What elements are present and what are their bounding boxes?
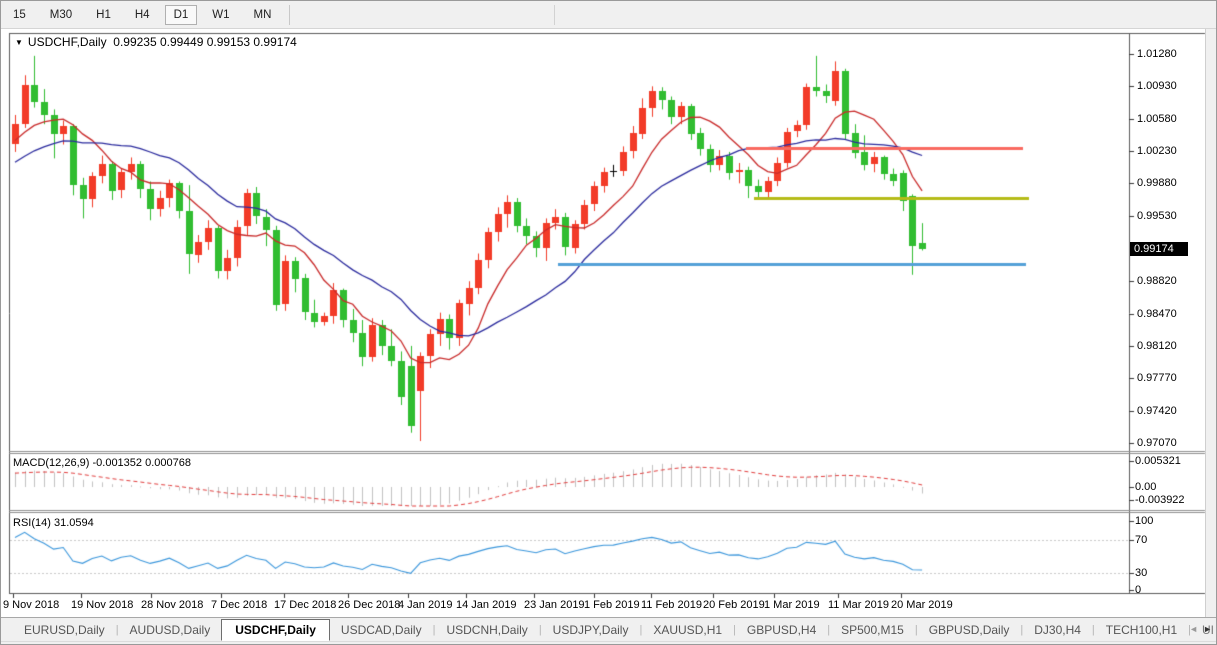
tab-separator: | <box>914 623 918 636</box>
price-axis-label: 1.01280 <box>1137 48 1177 60</box>
tab-ui-partial[interactable]: UI <box>1202 622 1215 637</box>
rsi-axis-label: 30 <box>1135 567 1148 579</box>
current-price-badge: 0.99174 <box>1130 242 1188 256</box>
date-axis-label: 14 Jan 2019 <box>456 599 517 611</box>
macd-values: -0.001352 0.000768 <box>92 457 191 469</box>
tab-separator: | <box>1091 623 1095 636</box>
date-axis-label: 1 Mar 2019 <box>764 599 820 611</box>
date-axis-label: 26 Dec 2018 <box>338 599 401 611</box>
tab-tech100-h1[interactable]: TECH100,H1 <box>1105 622 1178 637</box>
chart-tabs-bar: EURUSD,Daily | AUDUSD,Daily USDCHF,Daily … <box>1 617 1216 641</box>
tab-usdcnh-daily[interactable]: USDCNH,Daily <box>446 622 528 637</box>
price-axis-label: 0.98470 <box>1137 307 1177 320</box>
tf-w1-button[interactable]: W1 <box>203 5 238 25</box>
tf-h1-button[interactable]: H1 <box>87 5 120 25</box>
rsi-name: RSI(14) <box>13 517 51 529</box>
price-axis-label: 0.99880 <box>1137 177 1177 190</box>
rsi-axis-label: 100 <box>1135 515 1154 527</box>
date-axis-label: 28 Nov 2018 <box>141 599 204 611</box>
toolbar-separator <box>289 4 291 25</box>
price-axis-label: 0.97070 <box>1137 436 1177 449</box>
tf-mn-button[interactable]: MN <box>245 5 281 25</box>
tf-m30-button[interactable]: M30 <box>41 5 81 25</box>
macd-axis-label: -0.003922 <box>1135 494 1185 506</box>
price-axis-label: 0.97420 <box>1137 404 1177 417</box>
tab-gbpusd-h4[interactable]: GBPUSD,H4 <box>746 622 817 637</box>
tab-xauusd-h1[interactable]: XAUUSD,H1 <box>653 622 723 637</box>
rsi-value: 31.0594 <box>53 517 94 529</box>
rsi-axis-label: 0 <box>1135 584 1142 596</box>
price-axis-label: 0.98820 <box>1137 275 1177 288</box>
macd-label: MACD(12,26,9) -0.001352 0.000768 <box>13 457 191 469</box>
tf-d1-button[interactable]: D1 <box>164 4 198 25</box>
chart-region: ▼ USDCHF,Daily 0.99235 0.99449 0.99153 0.… <box>1 29 1216 617</box>
tab-scroll-left-icon[interactable]: ◄ <box>1189 624 1199 634</box>
tab-separator: | <box>1020 623 1024 636</box>
symbol-dropdown-icon[interactable]: ▼ <box>15 38 23 47</box>
price-axis-label: 1.00930 <box>1137 80 1177 93</box>
date-axis-label: 1 Feb 2019 <box>584 599 640 611</box>
date-axis-label: 11 Mar 2019 <box>828 599 889 611</box>
date-axis-label: 20 Feb 2019 <box>703 599 765 611</box>
tab-separator: | <box>115 623 119 636</box>
tab-separator: | <box>1188 623 1192 636</box>
tab-separator: | <box>432 623 436 636</box>
price-axis-label: 1.00580 <box>1137 112 1177 125</box>
price-chart-canvas[interactable] <box>1 29 1216 617</box>
tab-scroll-right-icon[interactable]: ► <box>1203 624 1212 634</box>
date-axis-label: 19 Nov 2018 <box>71 599 134 611</box>
chart-ohlc-values: 0.99235 0.99449 0.99153 0.99174 <box>113 35 297 49</box>
tab-dj30-h4[interactable]: DJ30,H4 <box>1034 622 1081 637</box>
macd-name: MACD(12,26,9) <box>13 457 90 469</box>
status-bar <box>1 641 1216 644</box>
tab-usdcad-daily[interactable]: USDCAD,Daily <box>340 622 422 637</box>
tab-scroll-arrows: ◄ ► <box>1189 624 1212 634</box>
tab-usdchf-daily[interactable]: USDCHF,Daily <box>221 618 330 641</box>
tf-m15-button[interactable]: 15 <box>4 5 35 25</box>
rsi-label: RSI(14) 31.0594 <box>13 517 94 529</box>
toolbar-separator <box>554 5 555 25</box>
chart-title-row: ▼ USDCHF,Daily 0.99235 0.99449 0.99153 0.… <box>15 35 297 49</box>
date-axis-label: 11 Feb 2019 <box>641 599 702 611</box>
date-axis-label: 20 Mar 2019 <box>891 599 953 611</box>
tab-usdjpy-daily[interactable]: USDJPY,Daily <box>552 622 629 637</box>
rsi-axis-label: 70 <box>1135 534 1148 546</box>
date-axis-label: 17 Dec 2018 <box>274 599 337 611</box>
tf-h4-button[interactable]: H4 <box>126 5 159 25</box>
tab-eurusd-daily[interactable]: EURUSD,Daily <box>24 622 105 637</box>
tab-audusd-daily[interactable]: AUDUSD,Daily <box>129 622 211 637</box>
date-axis-label: 23 Jan 2019 <box>524 599 585 611</box>
tab-separator: | <box>639 623 643 636</box>
date-axis-label: 9 Nov 2018 <box>3 599 60 611</box>
date-axis-label: 4 Jan 2019 <box>398 599 453 611</box>
tab-separator: | <box>733 623 736 636</box>
price-axis-label: 0.97770 <box>1137 372 1177 385</box>
timeframe-toolbar: 15 M30 H1 H4 D1 W1 MN <box>1 1 1216 29</box>
price-axis-label: 0.99530 <box>1137 209 1177 222</box>
window-edge <box>1205 29 1216 617</box>
tab-separator: | <box>827 623 831 636</box>
date-axis-label: 7 Dec 2018 <box>211 599 268 611</box>
tab-sp500-m15[interactable]: SP500,M15 <box>841 622 904 637</box>
macd-axis-label: 0.005321 <box>1135 455 1181 467</box>
tab-separator: | <box>538 623 542 636</box>
macd-axis-label: 0.00 <box>1135 481 1157 493</box>
price-axis-label: 0.98120 <box>1137 339 1177 352</box>
tab-gbpusd-daily[interactable]: GBPUSD,Daily <box>928 622 1010 637</box>
chart-symbol-label: USDCHF,Daily <box>27 35 107 49</box>
price-axis-label: 1.00230 <box>1137 145 1177 157</box>
